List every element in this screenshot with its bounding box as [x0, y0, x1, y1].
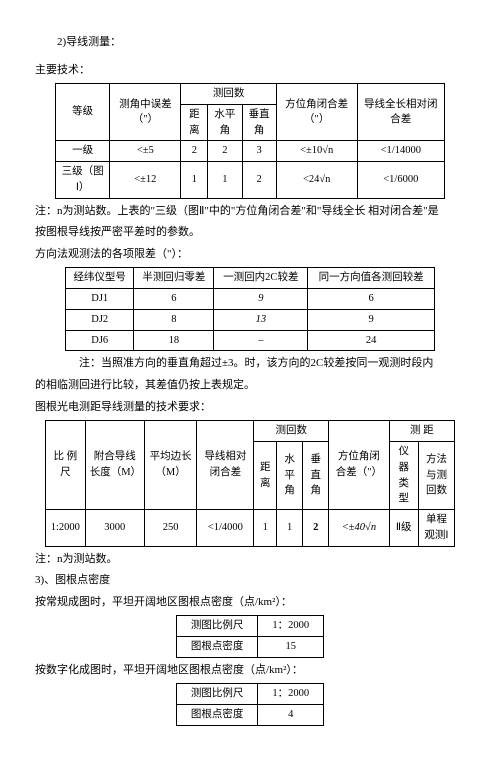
th-len: 附合导线长度（M） — [85, 421, 144, 510]
cell: 2 — [181, 141, 208, 162]
th-hang: 水平角 — [277, 442, 303, 510]
cell: <1/6000 — [357, 162, 444, 199]
cell: 三级（图Ⅰ） — [56, 162, 110, 199]
th-vang: 垂直角 — [242, 104, 276, 141]
th-density: 图根点密度 — [176, 637, 258, 658]
cell: 1：2000 — [258, 684, 324, 705]
cell: <±5 — [110, 141, 181, 162]
th-angle-err: 测角中误差（"） — [110, 84, 181, 141]
cell: 4 — [258, 705, 324, 726]
th-scale: 比 例尺 — [46, 421, 86, 510]
table-row: DJ6 18 – 24 — [66, 330, 435, 351]
table-density-digital: 测图比例尺 1：2000 图根点密度 4 — [176, 683, 324, 726]
th-model: 经纬仪型号 — [66, 268, 134, 289]
table-row: 一级 <±5 2 2 3 <±10√n <1/14000 — [56, 141, 445, 162]
table-row: DJ2 8 13 9 — [66, 309, 435, 330]
heading-3: 3)、图根点密度 — [35, 572, 465, 590]
th-instr: 仪器类型 — [389, 442, 418, 510]
th-same: 同一方向值各测回较差 — [308, 268, 435, 289]
th-azclose: 方位角闭合差（"） — [329, 421, 389, 510]
cell: 2 — [242, 162, 276, 199]
cell: 一级 — [56, 141, 110, 162]
cell: 1 — [181, 162, 208, 199]
th-method: 方法与测回数 — [418, 442, 454, 510]
cell: <24√n — [276, 162, 357, 199]
cell: 18 — [134, 330, 214, 351]
th-half: 半测回归零差 — [134, 268, 214, 289]
cell: DJ1 — [66, 289, 134, 310]
cell: 3000 — [85, 510, 144, 547]
cell: Ⅱ级 — [389, 510, 418, 547]
th-density: 图根点密度 — [176, 705, 258, 726]
th-grade: 等级 — [56, 84, 110, 141]
note-1a: 注：n为测站数。上表的"三级（图Ⅱ"中的"方位角闭合差"和"导线全长 相对闭合差… — [35, 203, 465, 221]
th-avg: 平均边长（M） — [144, 421, 197, 510]
note-1b: 按图根导线按严密平差时的参数。 — [35, 224, 465, 242]
cell: <1/14000 — [357, 141, 444, 162]
th-len-close: 导线全长相对闭合差 — [357, 84, 444, 141]
th-dist: 距离 — [254, 442, 277, 510]
cell: 250 — [144, 510, 197, 547]
cell: 1 — [254, 510, 277, 547]
cell: 1:2000 — [46, 510, 86, 547]
table-main-tech: 等级 测角中误差（"） 测回数 方位角闭合差（"） 导线全长相对闭合差 距离 水… — [55, 83, 445, 199]
cell: 9 — [214, 289, 308, 310]
th-scale: 测图比例尺 — [176, 616, 258, 637]
table-edm-req: 比 例尺 附合导线长度（M） 平均边长（M） 导线相对 闭合差 测回数 方位角闭… — [45, 420, 455, 546]
th-rounds: 测回数 — [254, 421, 329, 442]
cell: 1 — [277, 510, 303, 547]
cell: <±10√n — [276, 141, 357, 162]
subhead-density-normal: 按常规成图时，平坦开阔地区图根点密度（点/km²）： — [35, 594, 465, 612]
cell: 8 — [134, 309, 214, 330]
cell: 1：2000 — [258, 616, 324, 637]
th-dist: 距离 — [181, 104, 208, 141]
heading-2: 2)导线测量： — [35, 34, 465, 52]
cell: 15 — [258, 637, 324, 658]
note-2b: 的相临测回进行比较，其差值仍按上表规定。 — [35, 377, 465, 395]
cell: 9 — [308, 309, 435, 330]
cell: 24 — [308, 330, 435, 351]
table-density-normal: 测图比例尺 1：2000 图根点密度 15 — [176, 615, 324, 658]
note-3: 注：n为测站数。 — [35, 551, 465, 569]
cell: 13 — [214, 309, 308, 330]
th-vang: 垂直角 — [303, 442, 329, 510]
th-az-close: 方位角闭合差（"） — [276, 84, 357, 141]
subhead-direction-limits: 方向法观测法的各项限差（"）： — [35, 246, 465, 264]
cell: 单程观测Ⅰ — [418, 510, 454, 547]
th-2c: 一测回内2C较差 — [214, 268, 308, 289]
cell: 6 — [308, 289, 435, 310]
subhead-main-tech: 主要技术： — [35, 62, 465, 80]
table-row: DJ1 6 9 6 — [66, 289, 435, 310]
cell: <±12 — [110, 162, 181, 199]
th-hang: 水平角 — [208, 104, 242, 141]
note-2a: 注：当照准方向的垂直角超过±3。时，该方向的2C较差按同一观测时段内 — [79, 355, 465, 373]
cell: 3 — [242, 141, 276, 162]
cell: 1 — [208, 162, 242, 199]
cell: 2 — [303, 510, 329, 547]
subhead-edm-req: 图根光电测距导线测量的技术要求： — [35, 399, 465, 417]
cell: <1/4000 — [197, 510, 254, 547]
cell: 2 — [208, 141, 242, 162]
th-rounds: 测回数 — [181, 84, 276, 105]
cell: – — [214, 330, 308, 351]
table-direction-limits: 经纬仪型号 半测回归零差 一测回内2C较差 同一方向值各测回较差 DJ1 6 9… — [65, 267, 435, 351]
th-meas: 测 距 — [389, 421, 454, 442]
th-rel: 导线相对 闭合差 — [197, 421, 254, 510]
cell: DJ2 — [66, 309, 134, 330]
cell: <±40√n — [329, 510, 389, 547]
table-row: 三级（图Ⅰ） <±12 1 1 2 <24√n <1/6000 — [56, 162, 445, 199]
cell: DJ6 — [66, 330, 134, 351]
subhead-density-digital: 按数字化成图时，平坦开阔地区图根点密度（点/km²）： — [35, 662, 465, 680]
th-scale: 测图比例尺 — [176, 684, 258, 705]
table-row: 1:2000 3000 250 <1/4000 1 1 2 <±40√n Ⅱ级 … — [46, 510, 455, 547]
cell: 6 — [134, 289, 214, 310]
